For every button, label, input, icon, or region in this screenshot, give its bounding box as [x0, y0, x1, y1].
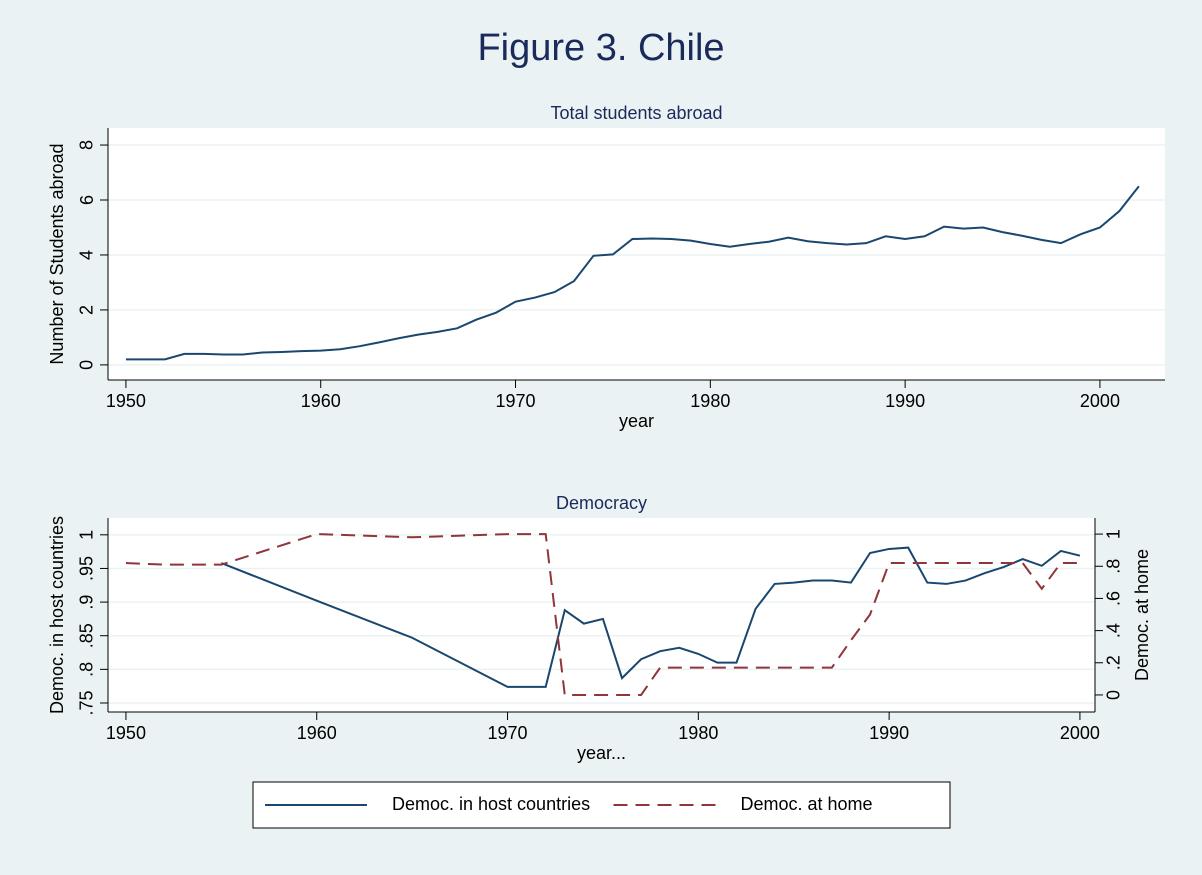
x-tick-label: 1990	[885, 391, 925, 411]
series-line	[125, 533, 1080, 696]
y-tick-label: .75	[77, 690, 97, 715]
y-tick-label: 8	[77, 140, 97, 150]
y-tick-label: 1	[77, 530, 97, 540]
x-tick-label: 1960	[301, 391, 341, 411]
x-tick-label: 1950	[106, 391, 146, 411]
y-tick-label: .85	[77, 623, 97, 648]
x-tick-label: 2000	[1060, 723, 1100, 743]
x-tick-label: 1980	[690, 391, 730, 411]
x-tick-label: 1970	[488, 723, 528, 743]
y-tick-label: 2	[77, 305, 97, 315]
figure-title: Figure 3. Chile	[477, 27, 724, 69]
plot-area	[108, 518, 1095, 712]
x-tick-label: 1960	[297, 723, 337, 743]
y2-tick-label: .2	[1104, 655, 1124, 670]
x-axis-title: year...	[577, 743, 626, 763]
y-axis-title: Democ. in host countries	[47, 516, 67, 714]
y-tick-label: 4	[77, 250, 97, 260]
x-tick-label: 1950	[106, 723, 146, 743]
series-line	[125, 185, 1140, 361]
legend-label: Democ. in host countries	[392, 794, 590, 814]
x-tick-label: 1970	[496, 391, 536, 411]
y-tick-label: 6	[77, 195, 97, 205]
x-axis-title: year	[619, 411, 654, 431]
chart-title: Democracy	[556, 493, 647, 513]
y-tick-label: 0	[77, 360, 97, 370]
y2-tick-label: 0	[1104, 690, 1124, 700]
y2-tick-label: 1	[1104, 529, 1124, 539]
chart-title: Total students abroad	[550, 103, 722, 123]
y-axis-title: Number of Students abroad	[47, 143, 67, 364]
y2-tick-label: .8	[1104, 559, 1124, 574]
y-tick-label: .95	[77, 556, 97, 581]
y2-axis-title: Democ. at home	[1132, 549, 1152, 681]
y2-tick-label: .6	[1104, 591, 1124, 606]
x-tick-label: 1980	[678, 723, 718, 743]
x-tick-label: 2000	[1080, 391, 1120, 411]
legend-label: Democ. at home	[741, 794, 873, 814]
x-tick-label: 1990	[869, 723, 909, 743]
plot-area	[108, 128, 1165, 380]
legend	[252, 781, 951, 829]
y-tick-label: .8	[77, 662, 97, 677]
series-line	[220, 546, 1081, 688]
y2-tick-label: .4	[1104, 623, 1124, 638]
y-tick-label: .9	[77, 595, 97, 610]
